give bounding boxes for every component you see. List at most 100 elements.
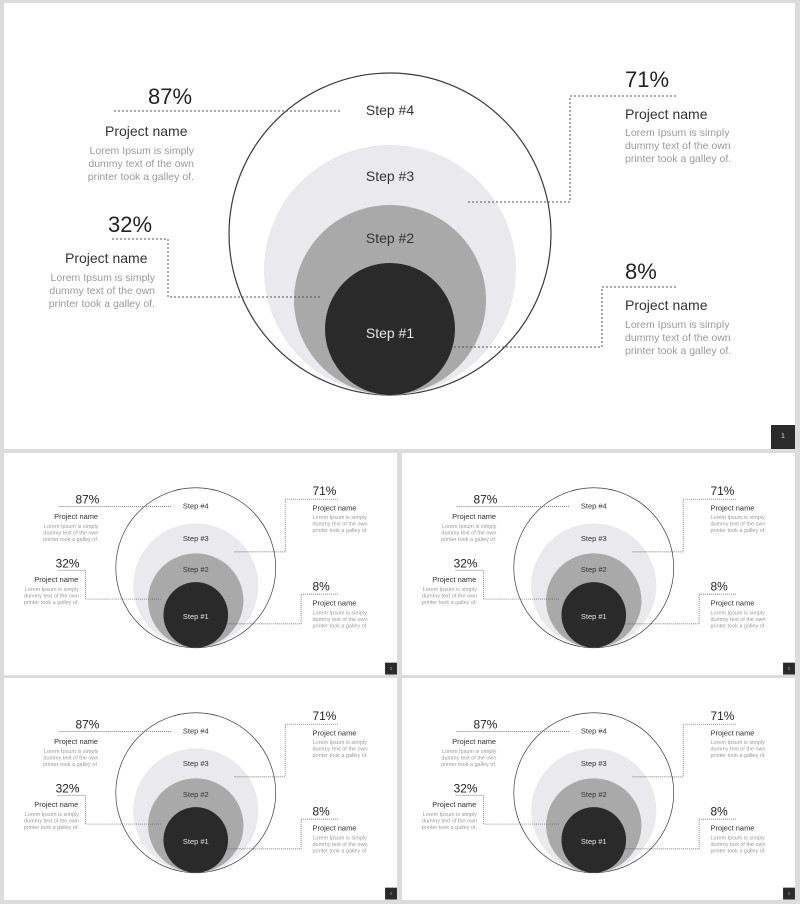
leader-line-71 [233, 723, 338, 778]
slide-thumb-3[interactable]: Step #4 Step #3 Step #2 Step #1 87% Proj… [4, 678, 397, 900]
desc-87: Lorem Ipsum is simply dummy text of the … [441, 748, 497, 768]
step-2-label: Step #2 [365, 230, 415, 246]
desc-87: Lorem Ipsum is simply dummy text of the … [441, 523, 497, 543]
slide-thumb-2[interactable]: Step #4 Step #3 Step #2 Step #1 87% Proj… [402, 453, 795, 675]
page-number-badge: 1 [385, 887, 397, 900]
desc-87: Lorem Ipsum is simply dummy text of the … [43, 523, 99, 543]
step-1-circle [561, 582, 627, 648]
desc-8: Lorem Ipsum is simply dummy text of the … [312, 609, 368, 629]
step-1-label: Step #1 [580, 612, 607, 622]
title-71: Project name [312, 729, 357, 738]
value-8: 8% [625, 259, 657, 284]
step-4-label: Step #4 [182, 726, 209, 736]
thumb-diagram [455, 712, 736, 874]
step-1-label: Step #1 [580, 837, 607, 847]
step-3-label: Step #3 [182, 759, 209, 769]
desc-8: Lorem Ipsum is simply dummy text of the … [710, 834, 766, 854]
step-1-circle [163, 807, 229, 873]
step-1-circle [561, 807, 627, 873]
value-87: 87% [75, 493, 100, 507]
step-3-label: Step #3 [182, 534, 209, 544]
thumb-diagram [455, 487, 736, 649]
desc-71: Lorem Ipsum is simply dummy text of the … [710, 514, 766, 534]
page-number-badge: 1 [783, 887, 795, 900]
desc-32: Lorem Ipsum is simply dummy text of the … [48, 272, 155, 310]
desc-71: Lorem Ipsum is simply dummy text of the … [312, 514, 368, 534]
value-8: 8% [312, 580, 330, 594]
desc-8: Lorem Ipsum is simply dummy text of the … [625, 319, 732, 357]
desc-87: Lorem Ipsum is simply dummy text of the … [43, 748, 99, 768]
title-87: Project name [452, 512, 497, 522]
desc-8: Lorem Ipsum is simply dummy text of the … [710, 609, 766, 629]
title-8: Project name [312, 599, 357, 608]
title-87: Project name [452, 737, 497, 747]
value-87: 87% [75, 718, 100, 732]
value-71: 71% [710, 484, 735, 499]
title-32: Project name [34, 800, 79, 810]
thumb-1-content: Step #4 Step #3 Step #2 Step #1 87% Proj… [4, 453, 397, 675]
value-32: 32% [453, 781, 478, 796]
title-71: Project name [710, 504, 755, 513]
diagram-canvas [112, 72, 676, 396]
desc-71: Lorem Ipsum is simply dummy text of the … [625, 127, 732, 165]
step-2-label: Step #2 [182, 790, 209, 799]
title-32: Project name [432, 575, 477, 585]
step-4-label: Step #4 [580, 501, 607, 511]
step-2-label: Step #2 [580, 790, 607, 799]
slide-thumb-4[interactable]: Step #4 Step #3 Step #2 Step #1 87% Proj… [402, 678, 795, 900]
page-number-badge: 1 [783, 662, 795, 675]
title-32: Project name [65, 250, 148, 266]
thumb-diagram [57, 487, 338, 649]
value-71: 71% [312, 484, 337, 499]
title-8: Project name [312, 824, 357, 833]
value-87: 87% [473, 718, 498, 732]
leader-line-71 [466, 95, 676, 203]
page-number-badge: 1 [385, 662, 397, 675]
leader-line-8 [454, 286, 676, 348]
step-1-label: Step #1 [365, 325, 415, 341]
value-87: 87% [148, 84, 193, 109]
value-87: 87% [473, 493, 498, 507]
step-3-label: Step #3 [365, 168, 415, 184]
title-32: Project name [432, 800, 477, 810]
value-32: 32% [453, 556, 478, 571]
value-8: 8% [710, 580, 728, 594]
title-8: Project name [710, 599, 755, 608]
desc-71: Lorem Ipsum is simply dummy text of the … [710, 739, 766, 759]
leader-line-32 [57, 569, 162, 600]
step-4-label: Step #4 [365, 102, 415, 118]
desc-8: Lorem Ipsum is simply dummy text of the … [312, 834, 368, 854]
title-87: Project name [54, 737, 99, 747]
desc-32: Lorem Ipsum is simply dummy text of the … [23, 586, 80, 606]
leader-line-71 [233, 498, 338, 553]
title-71: Project name [625, 106, 708, 122]
value-32: 32% [55, 556, 80, 571]
step-2-label: Step #2 [182, 565, 209, 574]
slide-main[interactable]: Step #4 Step #3 Step #2 Step #1 87% Proj… [4, 3, 795, 449]
desc-87: Lorem Ipsum is simply dummy text of the … [87, 145, 194, 183]
value-8: 8% [710, 805, 728, 819]
thumb-4-content: Step #4 Step #3 Step #2 Step #1 87% Proj… [402, 678, 795, 900]
step-2-label: Step #2 [580, 565, 607, 574]
title-71: Project name [312, 504, 357, 513]
step-1-circle [325, 263, 455, 395]
value-32: 32% [55, 781, 80, 796]
value-71: 71% [710, 709, 735, 724]
desc-32: Lorem Ipsum is simply dummy text of the … [23, 811, 80, 831]
leader-line-32 [112, 238, 322, 298]
step-4-label: Step #4 [182, 501, 209, 511]
desc-71: Lorem Ipsum is simply dummy text of the … [312, 739, 368, 759]
step-3-label: Step #3 [580, 534, 607, 544]
step-3-label: Step #3 [580, 759, 607, 769]
slide-thumb-1[interactable]: Step #4 Step #3 Step #2 Step #1 87% Proj… [4, 453, 397, 675]
desc-32: Lorem Ipsum is simply dummy text of the … [421, 811, 478, 831]
value-71: 71% [312, 709, 337, 724]
thumb-2-content: Step #4 Step #3 Step #2 Step #1 87% Proj… [402, 453, 795, 675]
step-1-circle [163, 582, 229, 648]
thumb-diagram [57, 712, 338, 874]
desc-32: Lorem Ipsum is simply dummy text of the … [421, 586, 478, 606]
step-4-label: Step #4 [580, 726, 607, 736]
page-number-badge: 1 [771, 425, 795, 449]
thumb-3-content: Step #4 Step #3 Step #2 Step #1 87% Proj… [4, 678, 397, 900]
title-87: Project name [105, 123, 188, 139]
